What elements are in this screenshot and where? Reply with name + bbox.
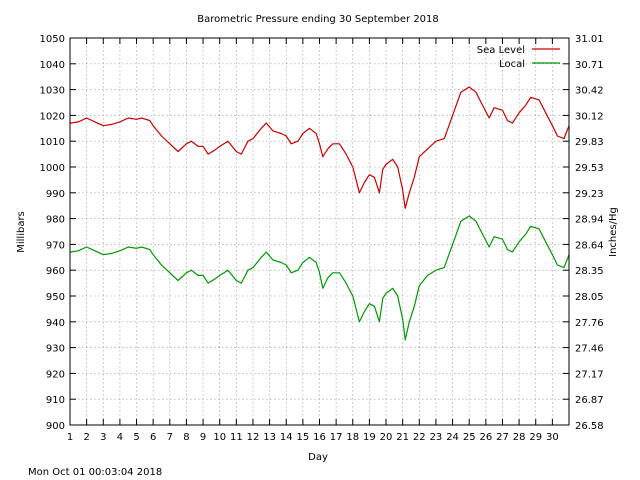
y-tick-label-left: 970 <box>46 240 65 251</box>
y-tick-label-left: 1000 <box>40 163 65 174</box>
x-tick-label: 2 <box>83 432 89 443</box>
x-tick-label: 23 <box>430 432 443 443</box>
y-tick-label-right: 28.05 <box>575 292 604 303</box>
y-tick-label-right: 26.87 <box>575 395 604 406</box>
x-tick-label: 9 <box>200 432 206 443</box>
x-tick-label: 28 <box>513 432 526 443</box>
series-line-local <box>69 215 570 341</box>
y-tick-label-right: 31.01 <box>575 34 604 45</box>
x-tick-label: 5 <box>133 432 139 443</box>
y-tick-label-right: 29.53 <box>575 163 604 174</box>
y-tick-label-left: 910 <box>46 395 65 406</box>
series-line-sea-level <box>69 86 570 209</box>
x-tick-label: 30 <box>546 432 559 443</box>
y-tick-label-right: 28.64 <box>575 240 604 251</box>
y-axis-label-right: Inches/Hg <box>608 207 619 257</box>
x-tick-label: 19 <box>363 432 376 443</box>
y-tick-label-right: 28.35 <box>575 266 604 277</box>
y-tick-label-right: 27.17 <box>575 369 604 380</box>
y-axis-right: 26.58 26.87 27.17 27.46 27.76 28.05 28.35 28.64… <box>563 34 604 432</box>
y-tick-label-left: 980 <box>46 215 65 226</box>
y-tick-label-left: 920 <box>46 369 65 380</box>
grid <box>70 38 569 425</box>
legend: Sea Level Local <box>477 45 560 70</box>
x-tick-label: 8 <box>183 432 189 443</box>
x-tick-label: 17 <box>330 432 343 443</box>
y-axis-label-left: Millibars <box>16 211 27 253</box>
y-tick-label-right: 27.46 <box>575 344 604 355</box>
y-tick-label-left: 960 <box>46 266 65 277</box>
x-tick-label: 3 <box>100 432 106 443</box>
y-tick-label-right: 28.94 <box>575 215 604 226</box>
chart-title: Barometric Pressure ending 30 September … <box>197 14 439 25</box>
x-tick-label: 29 <box>529 432 542 443</box>
x-tick-label: 12 <box>247 432 260 443</box>
x-tick-label: 14 <box>280 432 293 443</box>
series-lines <box>69 86 570 341</box>
x-tick-label: 24 <box>446 432 459 443</box>
x-tick-label: 6 <box>150 432 156 443</box>
plot-frame <box>69 37 570 426</box>
y-tick-label-right: 30.71 <box>575 60 604 71</box>
y-tick-label-left: 1050 <box>40 34 65 45</box>
y-tick-label-right: 27.76 <box>575 318 604 329</box>
x-tick-label: 13 <box>263 432 276 443</box>
y-tick-label-left: 930 <box>46 344 65 355</box>
y-tick-label-left: 1010 <box>40 137 65 148</box>
y-tick-label-right: 26.58 <box>575 421 604 432</box>
y-tick-label-left: 1020 <box>40 111 65 122</box>
x-tick-label: 15 <box>296 432 309 443</box>
timestamp: Mon Oct 01 00:03:04 2018 <box>28 467 162 478</box>
y-tick-label-right: 30.42 <box>575 86 604 97</box>
y-tick-label-left: 990 <box>46 189 65 200</box>
x-tick-label: 20 <box>380 432 393 443</box>
y-tick-label-left: 1040 <box>40 60 65 71</box>
y-tick-label-right: 29.83 <box>575 137 604 148</box>
x-tick-label: 22 <box>413 432 426 443</box>
x-tick-label: 7 <box>167 432 173 443</box>
y-tick-label-left: 950 <box>46 292 65 303</box>
x-axis-label: Day <box>308 452 328 463</box>
x-tick-label: 16 <box>313 432 326 443</box>
x-tick-label: 4 <box>117 432 123 443</box>
y-tick-label-right: 30.12 <box>575 111 604 122</box>
legend-label: Local <box>499 59 525 70</box>
x-tick-label: 25 <box>463 432 476 443</box>
legend-label: Sea Level <box>477 45 525 56</box>
x-tick-label: 21 <box>396 432 409 443</box>
y-tick-label-right: 29.23 <box>575 189 604 200</box>
x-tick-label: 10 <box>213 432 226 443</box>
x-tick-label: 11 <box>230 432 243 443</box>
x-axis: 1 2 3 4 5 6 7 8 9 10 11 12 13 14 15 16 17 18 19 20 21 22 23 24 2… <box>67 38 559 443</box>
y-tick-label-left: 900 <box>46 421 65 432</box>
y-tick-label-left: 940 <box>46 318 65 329</box>
x-tick-label: 18 <box>346 432 359 443</box>
x-tick-label: 1 <box>67 432 73 443</box>
y-axis-left: 900 910 920 930 940 950 960 970 980 990 1000 1010 10… <box>40 34 76 432</box>
x-tick-label: 26 <box>479 432 492 443</box>
x-tick-label: 27 <box>496 432 509 443</box>
y-tick-label-left: 1030 <box>40 86 65 97</box>
